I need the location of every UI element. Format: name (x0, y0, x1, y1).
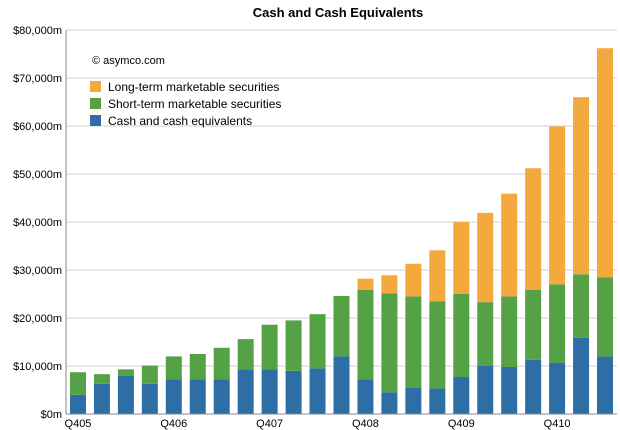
bar-segment (117, 369, 134, 376)
legend-label: Cash and cash equivalents (108, 114, 252, 128)
bar-segment (429, 388, 446, 414)
bar-segment (429, 301, 446, 389)
bar-segment (429, 250, 446, 302)
chart-title: Cash and Cash Equivalents (253, 5, 424, 20)
bar-segment (93, 374, 110, 384)
bar-segment (525, 168, 542, 290)
bar-segment (117, 375, 134, 414)
y-tick-label: $60,000m (13, 121, 62, 133)
bar-segment (381, 275, 398, 294)
bar-segment (141, 365, 158, 384)
bar-segment (309, 314, 326, 369)
bar-segment (597, 277, 614, 357)
y-tick-label: $80,000m (13, 25, 62, 37)
bar-segment (549, 362, 566, 414)
bar-segment (333, 295, 350, 357)
x-tick-label: Q410 (544, 418, 571, 430)
bar-segment (573, 337, 590, 414)
bar-segment (357, 278, 374, 290)
bar-segment (597, 356, 614, 414)
y-tick-label: $20,000m (13, 313, 62, 325)
bar-segment (405, 296, 422, 388)
bar-segment (477, 366, 494, 414)
bar-segment (213, 347, 230, 380)
legend: Long-term marketable securities Short-ter… (90, 80, 281, 128)
bar-segment (573, 97, 590, 275)
gridlines (66, 29, 617, 367)
bar-segment (477, 302, 494, 366)
bar-segment (381, 293, 398, 393)
x-axis-tick-labels: Q405 Q406 Q407 Q408 Q409 Q410 (65, 418, 571, 430)
y-tick-label: $40,000m (13, 217, 62, 229)
legend-label: Short-term marketable securities (108, 97, 281, 111)
y-tick-label: $10,000m (13, 361, 62, 373)
bar-segment (69, 394, 86, 414)
bar-segment (309, 368, 326, 414)
bar-segment (189, 354, 206, 380)
x-tick-label: Q409 (448, 418, 475, 430)
legend-swatch (90, 98, 101, 109)
bar-segment (453, 377, 470, 414)
bar-segment (453, 294, 470, 378)
legend-swatch (90, 81, 101, 92)
credit-text: © asymco.com (92, 55, 165, 67)
y-tick-label: $50,000m (13, 169, 62, 181)
bar-segment (261, 369, 278, 414)
bar-segment (501, 193, 518, 297)
legend-swatch (90, 115, 101, 126)
bar-segment (501, 366, 518, 414)
bar-segment (237, 339, 254, 370)
x-tick-label: Q407 (256, 418, 283, 430)
bar-segment (189, 379, 206, 414)
bar-segment (525, 359, 542, 414)
bar-segment (333, 356, 350, 414)
bar-segment (405, 387, 422, 414)
bar-segment (597, 48, 614, 278)
bar-segment (165, 379, 182, 414)
bar-segment (357, 289, 374, 380)
y-axis-tick-labels: $0m $10,000m $20,000m $30,000m $40,000m $50,0… (13, 25, 62, 421)
bar-segment (285, 370, 302, 414)
bar-segment (525, 289, 542, 360)
y-tick-label: $0m (41, 409, 62, 421)
bar-segment (165, 356, 182, 380)
bar-segment (549, 284, 566, 363)
bar-segment (213, 379, 230, 414)
bars (69, 48, 614, 414)
y-tick-label: $70,000m (13, 73, 62, 85)
bar-segment (549, 126, 566, 285)
legend-label: Long-term marketable securities (108, 80, 279, 94)
bar-segment (573, 274, 590, 338)
y-tick-label: $30,000m (13, 265, 62, 277)
axes (65, 30, 617, 415)
x-tick-label: Q406 (160, 418, 187, 430)
bar-segment (501, 296, 518, 367)
bar-segment (141, 383, 158, 414)
x-tick-label: Q408 (352, 418, 379, 430)
bar-segment (381, 392, 398, 414)
bar-segment (69, 372, 86, 395)
bar-segment (477, 212, 494, 303)
bar-segment (93, 383, 110, 414)
bar-segment (357, 379, 374, 414)
bar-segment (285, 320, 302, 371)
bar-segment (453, 222, 470, 294)
x-tick-label: Q405 (65, 418, 92, 430)
bar-segment (405, 263, 422, 297)
bar-segment (261, 324, 278, 370)
bar-segment (237, 369, 254, 414)
